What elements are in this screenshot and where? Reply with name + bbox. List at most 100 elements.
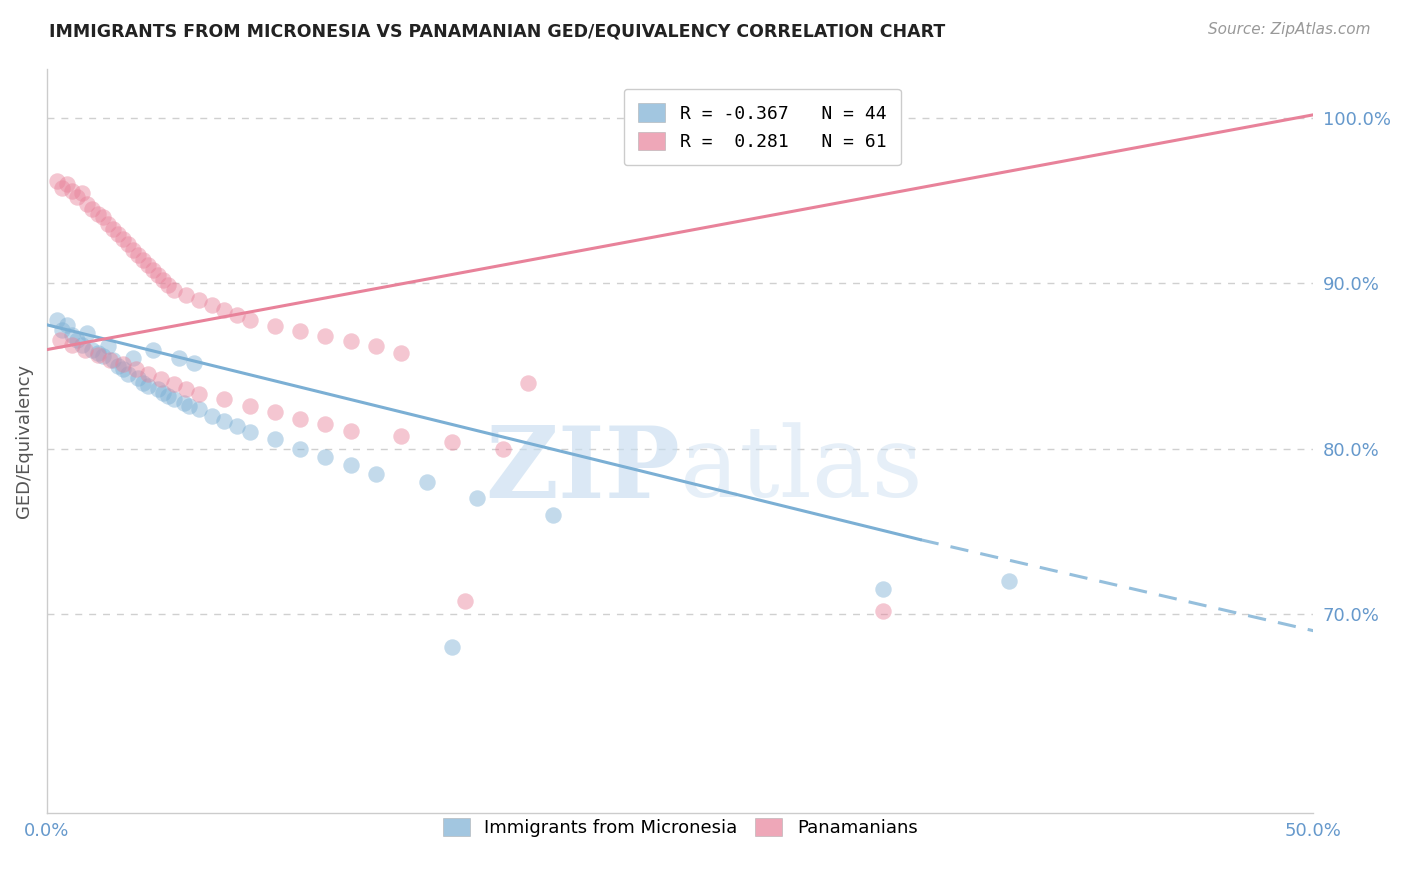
Point	[212, 392, 235, 407]
Point	[136, 368, 159, 382]
Point	[101, 222, 124, 236]
Point	[238, 313, 260, 327]
Point	[111, 362, 134, 376]
Point	[149, 372, 172, 386]
Point	[315, 450, 337, 464]
Point	[86, 207, 108, 221]
Point	[187, 387, 209, 401]
Text: atlas: atlas	[681, 423, 922, 518]
Point	[72, 186, 94, 200]
Point	[107, 359, 129, 373]
Point	[157, 278, 180, 293]
Point	[101, 352, 124, 367]
Point	[46, 174, 69, 188]
Point	[97, 339, 120, 353]
Point	[46, 313, 69, 327]
Point	[73, 343, 96, 357]
Point	[162, 377, 184, 392]
Point	[122, 244, 145, 258]
Point	[152, 273, 174, 287]
Point	[212, 414, 235, 428]
Point	[107, 227, 129, 241]
Point	[60, 184, 83, 198]
Point	[288, 325, 311, 339]
Point	[60, 327, 83, 342]
Point	[416, 475, 439, 489]
Point	[127, 370, 149, 384]
Point	[467, 491, 489, 506]
Point	[212, 302, 235, 317]
Point	[48, 333, 70, 347]
Point	[157, 389, 180, 403]
Point	[76, 326, 98, 340]
Point	[441, 640, 464, 655]
Point	[148, 382, 170, 396]
Point	[225, 418, 247, 433]
Point	[173, 395, 195, 409]
Point	[187, 293, 209, 307]
Point	[142, 263, 165, 277]
Point	[60, 337, 83, 351]
Point	[98, 352, 121, 367]
Point	[288, 412, 311, 426]
Point	[97, 217, 120, 231]
Point	[111, 232, 134, 246]
Point	[183, 356, 205, 370]
Point	[117, 368, 139, 382]
Point	[132, 376, 155, 390]
Point	[66, 190, 89, 204]
Point	[152, 385, 174, 400]
Point	[174, 288, 197, 302]
Point	[315, 329, 337, 343]
Point	[86, 347, 108, 361]
Point	[340, 458, 363, 473]
Legend: Immigrants from Micronesia, Panamanians: Immigrants from Micronesia, Panamanians	[436, 811, 925, 845]
Point	[162, 283, 184, 297]
Point	[366, 339, 388, 353]
Point	[263, 405, 285, 419]
Point	[136, 258, 159, 272]
Point	[315, 417, 337, 431]
Point	[91, 211, 114, 225]
Point	[124, 362, 146, 376]
Point	[263, 432, 285, 446]
Point	[111, 358, 134, 372]
Point	[263, 319, 285, 334]
Point	[51, 180, 73, 194]
Point	[127, 248, 149, 262]
Point	[66, 333, 89, 347]
Text: ZIP: ZIP	[485, 422, 681, 519]
Point	[238, 425, 260, 440]
Point	[454, 594, 477, 608]
Point	[162, 392, 184, 407]
Point	[225, 308, 247, 322]
Point	[132, 253, 155, 268]
Point	[174, 382, 197, 396]
Point	[91, 349, 114, 363]
Point	[543, 508, 565, 522]
Point	[340, 424, 363, 438]
Point	[82, 343, 104, 357]
Point	[366, 467, 388, 481]
Point	[238, 399, 260, 413]
Point	[998, 574, 1021, 588]
Point	[391, 428, 413, 442]
Point	[76, 197, 98, 211]
Point	[167, 351, 190, 365]
Point	[200, 298, 222, 312]
Point	[177, 399, 200, 413]
Point	[122, 351, 145, 365]
Point	[187, 402, 209, 417]
Text: IMMIGRANTS FROM MICRONESIA VS PANAMANIAN GED/EQUIVALENCY CORRELATION CHART: IMMIGRANTS FROM MICRONESIA VS PANAMANIAN…	[49, 22, 945, 40]
Point	[200, 409, 222, 423]
Point	[288, 442, 311, 456]
Point	[441, 435, 464, 450]
Text: Source: ZipAtlas.com: Source: ZipAtlas.com	[1208, 22, 1371, 37]
Y-axis label: GED/Equivalency: GED/Equivalency	[15, 363, 32, 517]
Point	[117, 236, 139, 251]
Point	[148, 268, 170, 283]
Point	[72, 337, 94, 351]
Point	[86, 346, 108, 360]
Point	[82, 202, 104, 216]
Point	[136, 379, 159, 393]
